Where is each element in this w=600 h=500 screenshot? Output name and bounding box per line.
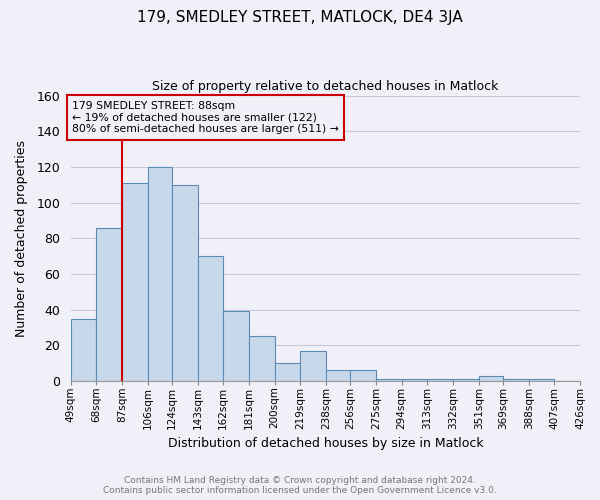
X-axis label: Distribution of detached houses by size in Matlock: Distribution of detached houses by size … bbox=[167, 437, 483, 450]
Bar bbox=[376, 379, 401, 381]
Bar bbox=[529, 379, 554, 381]
Bar bbox=[197, 256, 223, 381]
Bar bbox=[427, 379, 453, 381]
Bar bbox=[301, 350, 326, 381]
Bar bbox=[96, 228, 122, 381]
Bar bbox=[326, 370, 350, 381]
Bar bbox=[249, 336, 275, 381]
Bar bbox=[503, 379, 529, 381]
Bar bbox=[223, 312, 249, 381]
Bar bbox=[479, 376, 503, 381]
Bar bbox=[401, 379, 427, 381]
Bar bbox=[275, 363, 301, 381]
Text: 179 SMEDLEY STREET: 88sqm
← 19% of detached houses are smaller (122)
80% of semi: 179 SMEDLEY STREET: 88sqm ← 19% of detac… bbox=[72, 101, 339, 134]
Y-axis label: Number of detached properties: Number of detached properties bbox=[15, 140, 28, 337]
Bar bbox=[350, 370, 376, 381]
Bar bbox=[122, 183, 148, 381]
Bar bbox=[172, 185, 197, 381]
Bar bbox=[71, 318, 96, 381]
Text: 179, SMEDLEY STREET, MATLOCK, DE4 3JA: 179, SMEDLEY STREET, MATLOCK, DE4 3JA bbox=[137, 10, 463, 25]
Bar bbox=[453, 379, 479, 381]
Text: Contains HM Land Registry data © Crown copyright and database right 2024.
Contai: Contains HM Land Registry data © Crown c… bbox=[103, 476, 497, 495]
Bar bbox=[148, 167, 172, 381]
Title: Size of property relative to detached houses in Matlock: Size of property relative to detached ho… bbox=[152, 80, 499, 93]
